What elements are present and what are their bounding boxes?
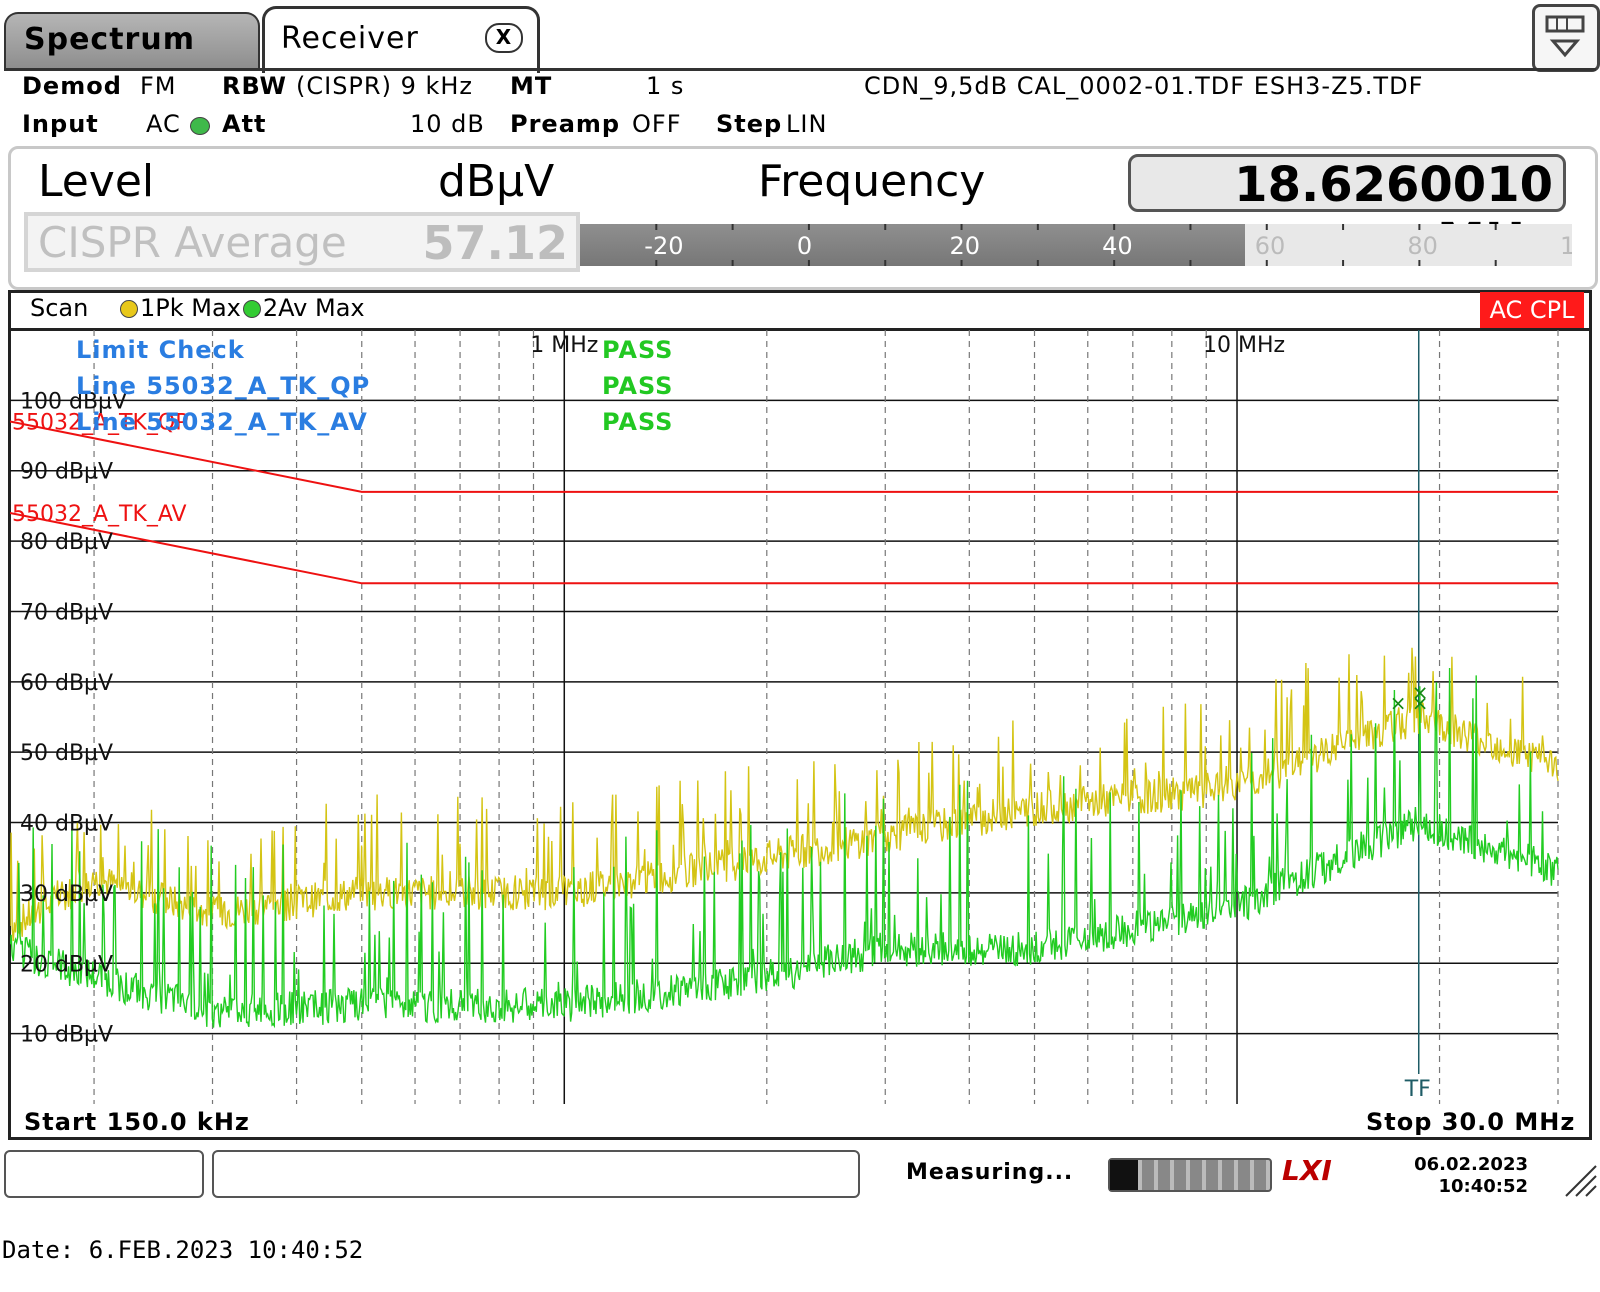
y-tick-label: 20 dBµV	[20, 952, 113, 977]
y-tick-label: 90 dBµV	[20, 460, 113, 485]
tab-divider	[4, 68, 1596, 71]
close-tab-button[interactable]: X	[485, 23, 523, 53]
limit-line-result: PASS	[602, 372, 674, 400]
y-tick-label: 80 dBµV	[20, 530, 113, 555]
trace-legend: Scan 1Pk Max 2Av Max	[10, 292, 1590, 331]
input-label: Input	[22, 110, 99, 138]
coupling-badge: AC CPL	[1480, 292, 1584, 328]
resize-grip-icon[interactable]	[1562, 1156, 1598, 1200]
preamp-label: Preamp	[510, 110, 621, 138]
input-value: AC	[146, 110, 181, 138]
mt-label: MT	[510, 72, 553, 100]
trace-average-max	[10, 667, 1559, 1029]
level-bar-tick-label: 100	[1560, 232, 1572, 260]
demod-value: FM	[140, 72, 177, 100]
measurement-progress-bar	[1108, 1158, 1272, 1192]
level-bar-tick-label: 20	[950, 232, 981, 260]
trace-legend-items: 1Pk Max 2Av Max	[118, 294, 365, 322]
lxi-logo: LXI	[1282, 1154, 1332, 1187]
step-label: Step	[716, 110, 783, 138]
message-field[interactable]	[212, 1150, 860, 1198]
level-bar-tick-label: -20	[644, 232, 683, 260]
level-bar-tick-label: 80	[1407, 232, 1438, 260]
diagram-frame	[8, 290, 1592, 1140]
x-tick-label: 1 MHz	[530, 333, 598, 358]
x-tick-label: 10 MHz	[1203, 333, 1285, 358]
detector-name: CISPR Average	[38, 218, 347, 267]
level-bar-scale: -20 0 20 40 60 80 100	[644, 224, 1572, 266]
y-tick-label: 30 dBµV	[20, 882, 113, 907]
y-tick-label: 70 dBµV	[20, 600, 113, 625]
tab-receiver-label: Receiver	[281, 21, 419, 56]
limit-line-result: PASS	[602, 408, 674, 436]
level-bar-tick-label: 40	[1102, 232, 1133, 260]
status-date: 06.02.2023	[1414, 1154, 1528, 1175]
preamp-value: OFF	[632, 110, 682, 138]
frequency-value[interactable]: 18.6260010 MHz	[1128, 154, 1566, 269]
measuring-status: Measuring...	[906, 1160, 1074, 1185]
att-label: Att	[222, 110, 267, 138]
trace1-label: 1Pk Max	[140, 294, 241, 322]
level-value: 57.12	[422, 216, 568, 270]
level-bar-tick-label: 0	[797, 232, 812, 260]
limit-check-title: Limit Check	[76, 336, 245, 364]
tab-spectrum[interactable]: Spectrum	[4, 12, 260, 70]
trace2-dot-icon	[242, 300, 261, 318]
y-tick-label: 40 dBµV	[20, 812, 113, 837]
level-bar-fill	[580, 224, 1245, 266]
limit-line	[10, 420, 1558, 493]
trace2-label: 2Av Max	[262, 294, 365, 322]
trace-peak-max	[10, 647, 1559, 942]
y-tick-label: 60 dBµV	[20, 671, 113, 696]
peak-marker-icon: ×	[1390, 691, 1407, 715]
level-unit: dBµV	[438, 156, 555, 207]
tab-receiver[interactable]: Receiver X	[262, 6, 540, 73]
toolbar-icon	[1545, 15, 1585, 58]
limit-check-result: PASS	[602, 336, 674, 364]
level-bar: -20 0 20 40 60 80 100	[580, 224, 1572, 266]
level-label: Level	[38, 156, 155, 207]
y-tick-label: 10 dBµV	[20, 1023, 113, 1048]
footer-date: Date: 6.FEB.2023 10:40:52	[2, 1236, 364, 1264]
step-value: LIN	[786, 110, 828, 138]
spectrum-chart[interactable]: 100 dBµV 90 dBµV 80 dBµV 70 dBµV 60 dBµV 50 d…	[10, 330, 1588, 1104]
rbw-label: RBW	[222, 72, 287, 100]
mt-value: 1 s	[646, 72, 685, 100]
limit-line-name: Line 55032_A_TK_QP	[76, 372, 371, 400]
peak-marker-icon: ×	[1412, 691, 1429, 715]
limit-line-label: 55032_A_TK_AV	[12, 502, 187, 527]
y-tick-label: 100 dBµV	[20, 389, 127, 414]
demod-label: Demod	[22, 72, 122, 100]
peak-marker-icon: ×	[1412, 680, 1429, 704]
limit-line-name: Line 55032_A_TK_AV	[76, 408, 368, 436]
limit-line-label: 55032_A_TK_QP	[12, 410, 188, 435]
frequency-label: Frequency	[758, 156, 986, 207]
att-value: 10 dB	[410, 110, 485, 138]
level-bar-tick-label: 60	[1255, 232, 1286, 260]
trace1-dot-icon	[120, 300, 138, 318]
transducer-list: CDN_9,5dB CAL_0002-01.TDF ESH3-Z5.TDF	[864, 72, 1424, 100]
input-status-led-icon	[190, 117, 210, 135]
menu-expand-button[interactable]	[1532, 4, 1600, 72]
scan-label: Scan	[30, 294, 89, 322]
softkey-left[interactable]	[4, 1150, 204, 1198]
stop-frequency: Stop 30.0 MHz	[1366, 1108, 1576, 1136]
rbw-value: (CISPR) 9 kHz	[296, 72, 474, 100]
start-frequency: Start 150.0 kHz	[24, 1108, 250, 1136]
detector-display: CISPR Average 57.12	[24, 212, 580, 272]
y-tick-label: 50 dBµV	[20, 741, 113, 766]
marker-label: TF	[1404, 1077, 1431, 1102]
limit-line	[10, 511, 1558, 585]
status-time: 10:40:52	[1438, 1176, 1528, 1197]
